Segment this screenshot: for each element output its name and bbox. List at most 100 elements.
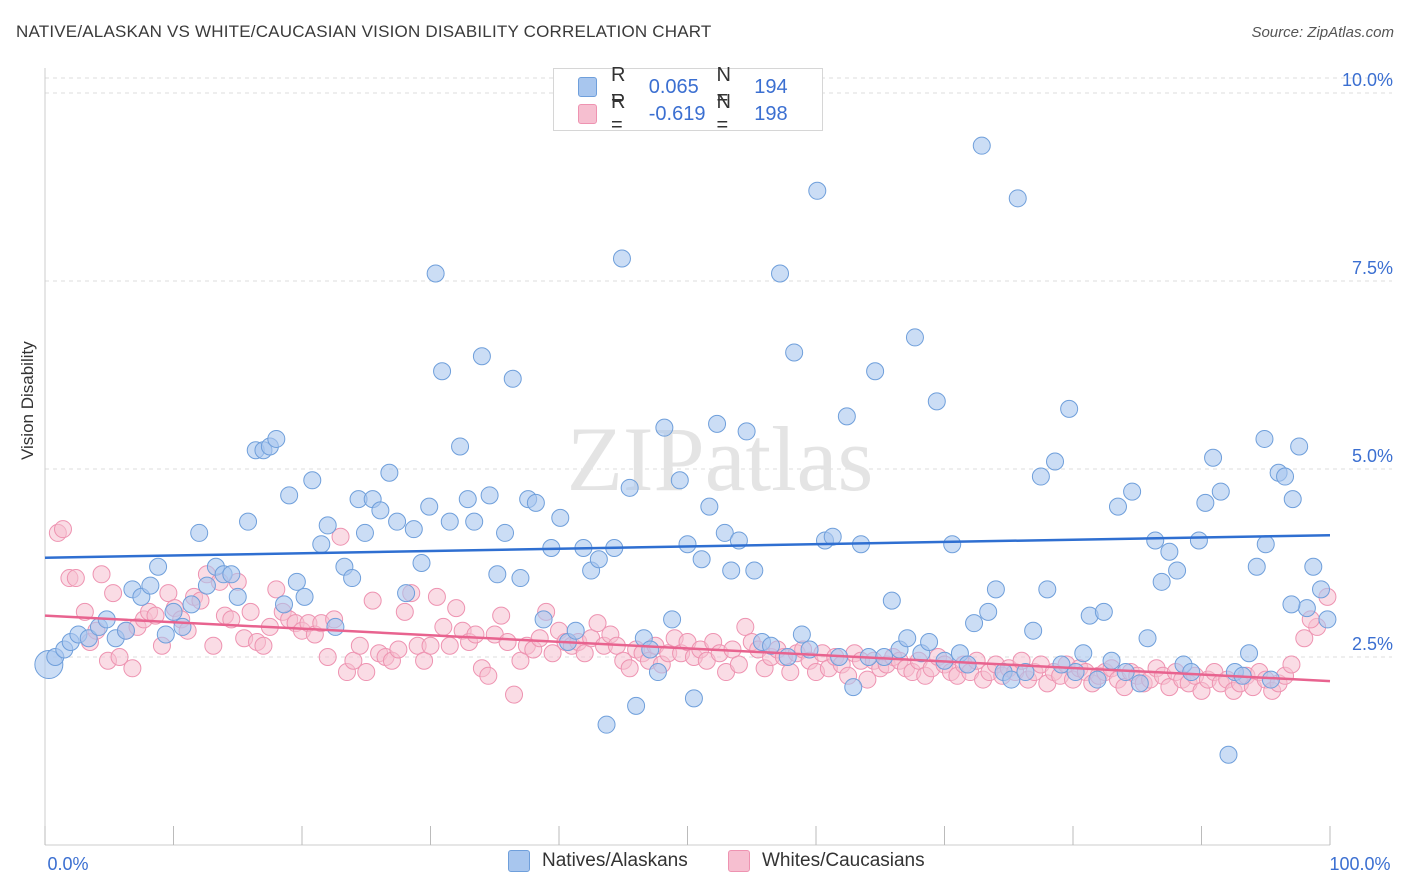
natives-point <box>823 527 842 546</box>
whites-point <box>222 610 241 629</box>
whites-point <box>415 651 434 670</box>
natives-point <box>898 629 917 648</box>
whites-point <box>511 651 530 670</box>
natives-point <box>511 569 530 588</box>
natives-point <box>1038 580 1057 599</box>
natives-point <box>663 610 682 629</box>
natives-point <box>722 561 741 580</box>
natives-point <box>927 392 946 411</box>
natives-point <box>737 422 756 441</box>
natives-point <box>1256 535 1275 554</box>
whites-label: Whites/Caucasians <box>762 850 925 871</box>
natives-point <box>1016 663 1035 682</box>
natives-point <box>1304 557 1323 576</box>
natives-point <box>267 429 286 448</box>
natives-point <box>965 614 984 633</box>
whites-point <box>357 663 376 682</box>
whites-point <box>204 636 223 655</box>
natives-point <box>620 478 639 497</box>
n-value: 194 <box>754 75 788 98</box>
natives-point <box>488 565 507 584</box>
natives-point <box>1074 644 1093 663</box>
natives-swatch <box>508 850 530 872</box>
natives-point <box>239 512 258 531</box>
natives-point <box>1088 670 1107 689</box>
natives-point <box>1219 745 1238 764</box>
y-tick-label: 2.5% <box>1352 634 1393 654</box>
natives-point <box>808 181 827 200</box>
whites-point <box>331 527 350 546</box>
natives-point <box>355 523 374 542</box>
natives-label: Natives/Alaskans <box>542 850 688 871</box>
whites-point <box>75 602 94 621</box>
natives-point <box>343 569 362 588</box>
chart-title: NATIVE/ALASKAN VS WHITE/CAUCASIAN VISION… <box>16 22 712 41</box>
whites-point <box>858 670 877 689</box>
n-value: 198 <box>754 102 788 125</box>
legend-item-natives: Natives/Alaskans <box>508 850 688 872</box>
whites-point <box>479 666 498 685</box>
natives-point <box>426 264 445 283</box>
whites-swatch <box>728 850 750 872</box>
natives-point <box>678 535 697 554</box>
natives-point <box>1240 644 1259 663</box>
whites-point <box>575 644 594 663</box>
natives-point <box>1312 580 1331 599</box>
whites-point <box>505 685 524 704</box>
whites-point <box>588 614 607 633</box>
r-label: R = <box>610 91 626 136</box>
natives-point <box>1024 621 1043 640</box>
whites-point <box>389 640 408 659</box>
natives-point <box>420 497 439 516</box>
natives-swatch <box>578 77 597 97</box>
natives-point <box>920 632 939 651</box>
natives-point <box>1008 189 1027 208</box>
whites-point <box>53 520 72 539</box>
natives-point <box>164 602 183 621</box>
natives-point <box>1297 599 1316 618</box>
natives-point <box>1283 490 1302 509</box>
natives-point <box>397 584 416 603</box>
natives-point <box>1152 572 1171 591</box>
whites-point <box>447 599 466 618</box>
natives-point <box>745 561 764 580</box>
natives-point <box>566 621 585 640</box>
natives-point <box>905 328 924 347</box>
natives-points <box>34 136 1337 764</box>
natives-point <box>1318 610 1337 629</box>
natives-point <box>762 636 781 655</box>
natives-point <box>866 362 885 381</box>
natives-point <box>1247 557 1266 576</box>
natives-point <box>503 369 522 388</box>
natives-point <box>1146 531 1165 550</box>
natives-point <box>280 486 299 505</box>
natives-point <box>986 580 1005 599</box>
natives-point <box>648 663 667 682</box>
natives-point <box>1168 561 1187 580</box>
natives-point <box>1196 493 1215 512</box>
natives-point <box>412 554 431 573</box>
natives-point <box>1031 467 1050 486</box>
whites-point <box>492 606 511 625</box>
natives-point <box>451 437 470 456</box>
natives-point <box>526 493 545 512</box>
natives-point <box>684 689 703 708</box>
whites-point <box>440 636 459 655</box>
whites-point <box>781 663 800 682</box>
r-value: -0.619 <box>648 102 706 125</box>
natives-point <box>715 523 734 542</box>
natives-point <box>837 407 856 426</box>
whites-point <box>1295 629 1314 648</box>
y-tick-label: 7.5% <box>1352 258 1393 278</box>
natives-point <box>589 550 608 569</box>
whites-point <box>92 565 111 584</box>
natives-point <box>440 512 459 531</box>
natives-point <box>1290 437 1309 456</box>
natives-point <box>534 610 553 629</box>
natives-point <box>472 347 491 366</box>
whites-point <box>254 636 273 655</box>
whites-point <box>498 632 517 651</box>
natives-point <box>182 595 201 614</box>
whites-point <box>110 648 129 667</box>
